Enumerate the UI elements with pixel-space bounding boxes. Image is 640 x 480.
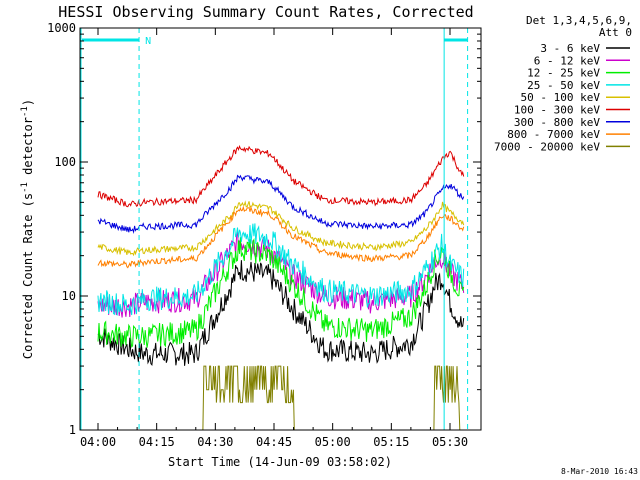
series-line	[97, 260, 465, 366]
legend-label: 300 - 800 keV	[514, 116, 600, 129]
vertical-markers: N	[80, 28, 469, 430]
series-line	[97, 200, 465, 257]
legend-label: 25 - 50 keV	[527, 79, 600, 92]
x-axis-label: Start Time (14-Jun-09 03:58:02)	[168, 455, 392, 469]
x-tick-label: 04:45	[256, 435, 292, 449]
legend-header-1: Det 1,3,4,5,6,9,	[526, 14, 632, 27]
series-line	[97, 237, 465, 348]
y-label-part1: Corrected Count Rate (s	[21, 193, 35, 359]
legend-label: 12 - 25 keV	[527, 67, 600, 80]
legend-label: 50 - 100 keV	[521, 91, 601, 104]
x-tick-label: 05:15	[373, 435, 409, 449]
x-tick-label: 04:30	[197, 435, 233, 449]
y-label-sup1: -1	[20, 182, 30, 193]
night-marker-label: N	[145, 36, 151, 47]
x-tick-label: 05:30	[432, 435, 468, 449]
legend-label: 3 - 6 keV	[540, 42, 600, 55]
legend-label: 800 - 7000 keV	[507, 128, 600, 141]
series-line	[97, 174, 465, 234]
timestamp: 8-Mar-2010 16:43	[561, 467, 638, 476]
y-tick-label: 1000	[47, 21, 76, 35]
plot-frame	[79, 27, 482, 431]
y-label-sup2: -1	[20, 106, 30, 117]
legend-header-2: Att 0	[599, 26, 632, 39]
x-tick-label: 05:00	[315, 435, 351, 449]
y-label-part3: )	[21, 99, 35, 106]
chart-title: HESSI Observing Summary Count Rates, Cor…	[58, 3, 473, 21]
y-axis-ticks: 1 10 100 1000	[47, 21, 481, 437]
series-line	[97, 230, 465, 318]
legend-label: 100 - 300 keV	[514, 104, 600, 117]
series-line	[98, 365, 464, 431]
legend-label: 6 - 12 keV	[534, 54, 601, 67]
series-layer	[97, 144, 465, 431]
series-line	[97, 144, 465, 208]
x-tick-label: 04:15	[139, 435, 175, 449]
x-axis-ticks: 04:00 04:15 04:30 04:45 05:00 05:15 05:30	[80, 28, 468, 449]
y-axis-label: Corrected Count Rate (s-1 detector-1)	[20, 99, 35, 359]
series-line	[97, 205, 465, 269]
y-tick-label: 100	[54, 155, 76, 169]
x-tick-label: 04:00	[80, 435, 116, 449]
series-line	[97, 223, 465, 316]
y-tick-label: 1	[69, 423, 76, 437]
y-label-part2: detector	[21, 117, 35, 182]
y-tick-label: 10	[62, 289, 76, 303]
legend-label: 7000 - 20000 keV	[494, 140, 600, 153]
